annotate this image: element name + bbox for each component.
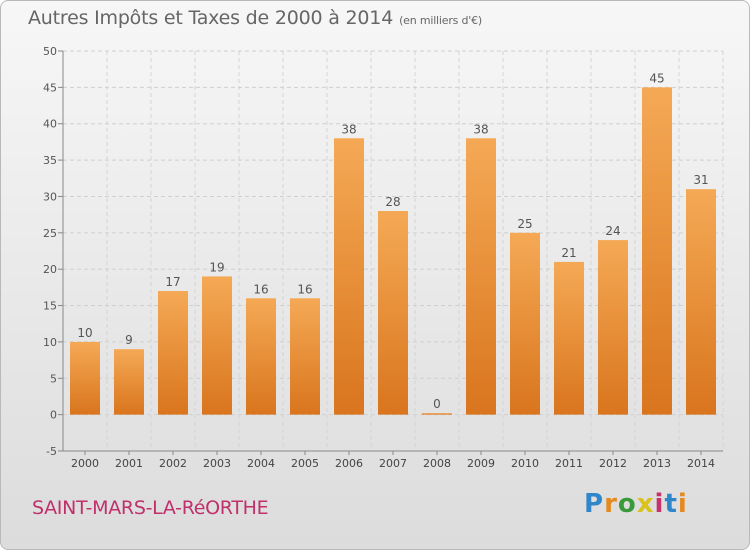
data-label: 31 <box>693 173 708 187</box>
bar-2000 <box>70 341 100 415</box>
data-label: 25 <box>517 217 532 231</box>
x-tick-label: 2004 <box>247 457 275 470</box>
chart-title-text: Autres Impôts et Taxes de 2000 à 2014 <box>28 7 394 29</box>
logo-letter: o <box>617 489 637 519</box>
data-label: 38 <box>473 122 488 136</box>
logo-letter: i <box>654 489 665 519</box>
data-label: 17 <box>165 275 180 289</box>
y-tick-label: 15 <box>43 300 57 313</box>
x-tick-label: 2006 <box>335 457 363 470</box>
data-label: 24 <box>605 224 620 238</box>
y-tick-label: 10 <box>43 336 57 349</box>
y-tick-label: 0 <box>50 409 57 422</box>
x-tick-label: 2013 <box>643 457 671 470</box>
data-label: 21 <box>561 246 576 260</box>
data-label: 19 <box>209 260 224 274</box>
data-label: 38 <box>341 122 356 136</box>
x-tick-label: 2014 <box>687 457 715 470</box>
bar-2010 <box>510 232 540 415</box>
x-tick-label: 2011 <box>555 457 583 470</box>
bar-2012 <box>598 240 628 415</box>
bar-2004 <box>246 298 276 415</box>
x-tick-label: 2009 <box>467 457 495 470</box>
bar-2008 <box>422 413 452 415</box>
x-tick-labels: 2000 2001 2002 2003 2004 2005 2006 2007 2008 2009… <box>71 457 715 470</box>
x-tick-label: 2005 <box>291 457 319 470</box>
x-tick-label: 2008 <box>423 457 451 470</box>
data-label: 16 <box>253 282 268 296</box>
x-tick-label: 2010 <box>511 457 539 470</box>
y-tick-label: 45 <box>43 81 57 94</box>
axes <box>58 50 723 455</box>
logo-letter: x <box>636 489 655 519</box>
x-tick-label: 2001 <box>115 457 143 470</box>
bars <box>70 87 716 415</box>
proxiti-logo: Proxiti <box>584 489 688 519</box>
y-tick-label: 50 <box>43 45 57 58</box>
logo-letter: r <box>604 489 618 519</box>
x-tick-label: 2007 <box>379 457 407 470</box>
data-label: 10 <box>77 326 92 340</box>
x-tick-label: 2002 <box>159 457 187 470</box>
y-tick-label: 5 <box>50 372 57 385</box>
x-tick-label: 2000 <box>71 457 99 470</box>
logo-letter: i <box>677 489 688 519</box>
bar-2014 <box>686 189 716 415</box>
logo-letter: P <box>584 489 605 519</box>
y-tick-label: 30 <box>43 190 57 203</box>
y-tick-label: 35 <box>43 154 57 167</box>
y-tick-label: 20 <box>43 263 57 276</box>
bar-2009 <box>466 138 496 415</box>
bar-2013 <box>642 87 672 415</box>
unit-label: (en milliers d'€) <box>399 14 482 27</box>
x-tick-label: 2012 <box>599 457 627 470</box>
data-labels: 10 9 17 19 16 16 38 28 0 38 25 21 24 45 31 <box>77 71 708 411</box>
y-tick-label: 25 <box>43 227 57 240</box>
bar-2011 <box>554 261 584 415</box>
chart-title: Autres Impôts et Taxes de 2000 à 2014 (en… <box>28 7 482 29</box>
bar-2007 <box>378 211 408 415</box>
y-tick-labels: -5 0 5 10 15 20 25 30 35 40 45 50 <box>43 45 57 458</box>
bar-2005 <box>290 298 320 415</box>
bar-2006 <box>334 138 364 415</box>
commune-name: SAINT-MARS-LA-RéORTHE <box>32 497 269 519</box>
data-label: 0 <box>433 397 441 411</box>
x-tick-label: 2003 <box>203 457 231 470</box>
bar-2003 <box>202 276 232 415</box>
y-tick-label: 40 <box>43 118 57 131</box>
data-label: 16 <box>297 282 312 296</box>
data-label: 28 <box>385 195 400 209</box>
data-label: 45 <box>649 71 664 85</box>
y-tick-label: -5 <box>46 445 57 458</box>
data-label: 9 <box>125 333 133 347</box>
bar-2002 <box>158 291 188 415</box>
bar-2001 <box>114 349 144 415</box>
logo-letter: t <box>664 489 678 519</box>
